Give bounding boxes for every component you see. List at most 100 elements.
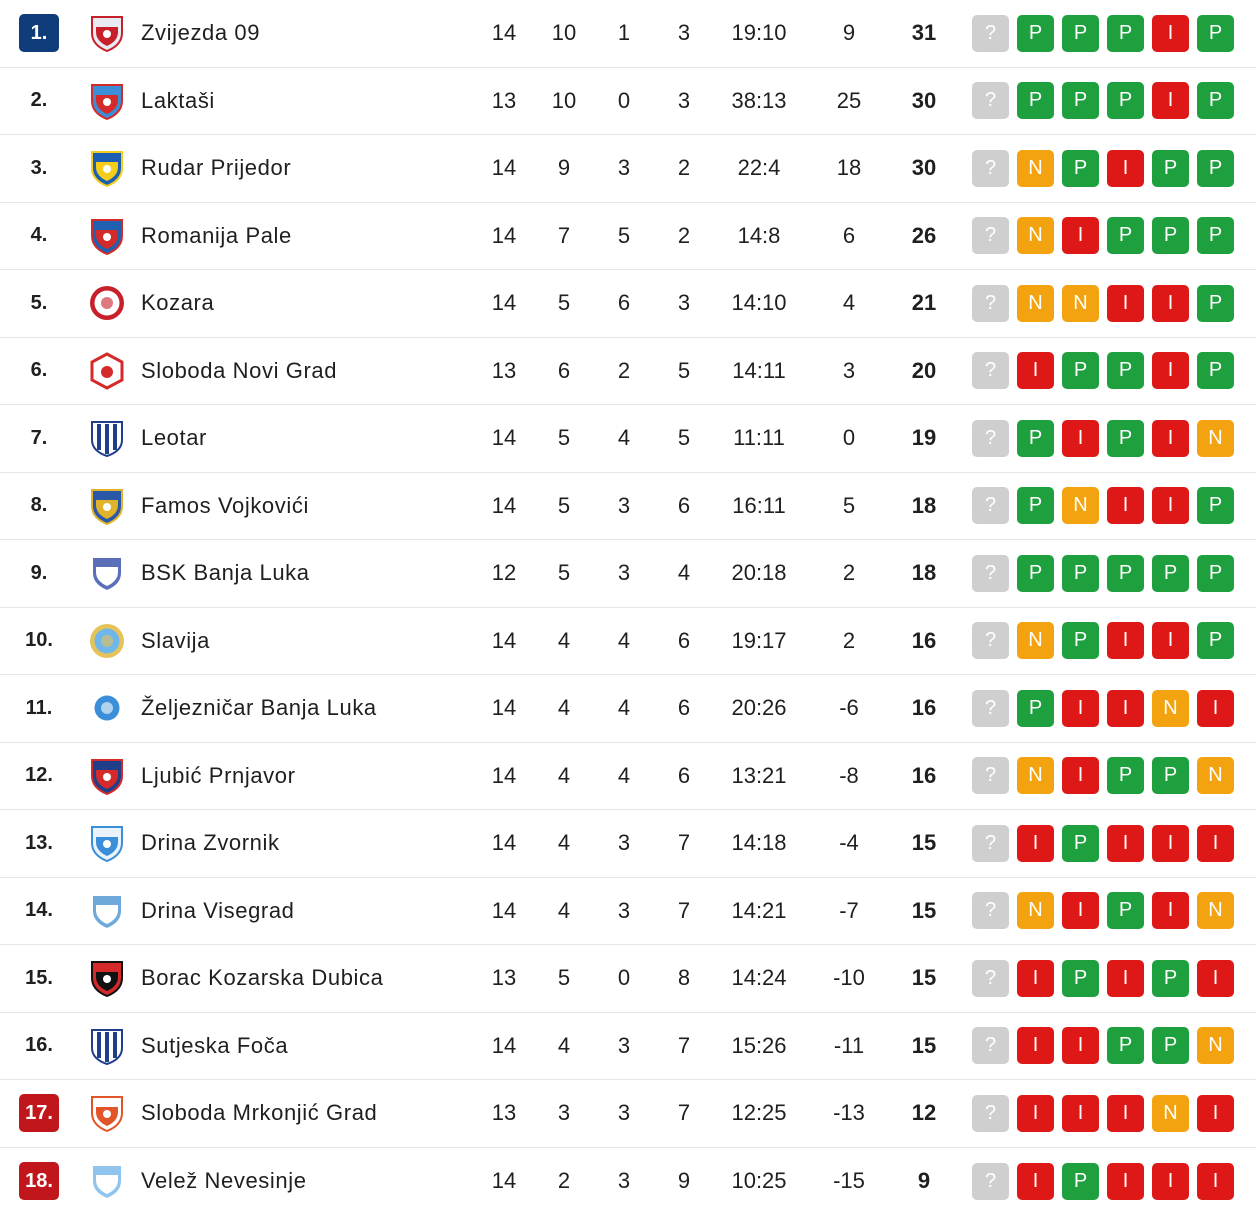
team-name-link[interactable]: Famos Vojkovići [141, 473, 471, 540]
form-badge[interactable]: P [1152, 960, 1189, 997]
form-badge[interactable]: I [1107, 1095, 1144, 1132]
form-badge[interactable]: P [1062, 352, 1099, 389]
form-badge[interactable]: P [1197, 555, 1234, 592]
team-crest-icon[interactable] [86, 810, 128, 877]
team-crest-icon[interactable] [86, 135, 128, 202]
form-badge[interactable]: N [1062, 285, 1099, 322]
form-badge[interactable]: P [1017, 420, 1054, 457]
form-badge[interactable]: P [1197, 352, 1234, 389]
form-badge[interactable]: P [1107, 82, 1144, 119]
next-match-badge[interactable]: ? [972, 1095, 1009, 1132]
form-badge[interactable]: P [1197, 217, 1234, 254]
form-badge[interactable]: P [1197, 622, 1234, 659]
form-badge[interactable]: P [1017, 487, 1054, 524]
team-name-link[interactable]: Sloboda Novi Grad [141, 338, 471, 405]
form-badge[interactable]: I [1107, 150, 1144, 187]
team-name-link[interactable]: Rudar Prijedor [141, 135, 471, 202]
form-badge[interactable]: P [1197, 150, 1234, 187]
next-match-badge[interactable]: ? [972, 622, 1009, 659]
form-badge[interactable]: P [1152, 555, 1189, 592]
team-name-link[interactable]: Sloboda Mrkonjić Grad [141, 1080, 471, 1147]
form-badge[interactable]: I [1062, 420, 1099, 457]
form-badge[interactable]: I [1152, 285, 1189, 322]
form-badge[interactable]: N [1017, 622, 1054, 659]
form-badge[interactable]: I [1017, 960, 1054, 997]
form-badge[interactable]: I [1062, 892, 1099, 929]
form-badge[interactable]: P [1107, 15, 1144, 52]
team-name-link[interactable]: Slavija [141, 608, 471, 675]
next-match-badge[interactable]: ? [972, 82, 1009, 119]
team-crest-icon[interactable] [86, 0, 128, 67]
form-badge[interactable]: P [1197, 82, 1234, 119]
form-badge[interactable]: P [1062, 960, 1099, 997]
team-crest-icon[interactable] [86, 68, 128, 135]
form-badge[interactable]: P [1062, 1163, 1099, 1200]
form-badge[interactable]: P [1197, 285, 1234, 322]
form-badge[interactable]: I [1017, 1163, 1054, 1200]
form-badge[interactable]: N [1017, 217, 1054, 254]
next-match-badge[interactable]: ? [972, 487, 1009, 524]
team-crest-icon[interactable] [86, 945, 128, 1012]
team-name-link[interactable]: Zvijezda 09 [141, 0, 471, 67]
form-badge[interactable]: I [1107, 622, 1144, 659]
team-crest-icon[interactable] [86, 675, 128, 742]
team-name-link[interactable]: Velež Nevesinje [141, 1148, 471, 1215]
team-crest-icon[interactable] [86, 1080, 128, 1147]
team-name-link[interactable]: Željezničar Banja Luka [141, 675, 471, 742]
next-match-badge[interactable]: ? [972, 1027, 1009, 1064]
form-badge[interactable]: P [1062, 555, 1099, 592]
next-match-badge[interactable]: ? [972, 555, 1009, 592]
form-badge[interactable]: I [1062, 217, 1099, 254]
team-name-link[interactable]: Drina Visegrad [141, 878, 471, 945]
team-name-link[interactable]: Ljubić Prnjavor [141, 743, 471, 810]
form-badge[interactable]: I [1152, 352, 1189, 389]
next-match-badge[interactable]: ? [972, 285, 1009, 322]
team-name-link[interactable]: BSK Banja Luka [141, 540, 471, 607]
form-badge[interactable]: I [1017, 1027, 1054, 1064]
form-badge[interactable]: P [1017, 555, 1054, 592]
form-badge[interactable]: P [1062, 622, 1099, 659]
form-badge[interactable]: I [1107, 1163, 1144, 1200]
form-badge[interactable]: P [1152, 757, 1189, 794]
next-match-badge[interactable]: ? [972, 690, 1009, 727]
form-badge[interactable]: I [1017, 825, 1054, 862]
form-badge[interactable]: I [1152, 82, 1189, 119]
team-name-link[interactable]: Kozara [141, 270, 471, 337]
team-crest-icon[interactable] [86, 270, 128, 337]
form-badge[interactable]: I [1197, 690, 1234, 727]
next-match-badge[interactable]: ? [972, 15, 1009, 52]
form-badge[interactable]: I [1107, 487, 1144, 524]
form-badge[interactable]: P [1197, 15, 1234, 52]
team-crest-icon[interactable] [86, 743, 128, 810]
form-badge[interactable]: P [1107, 1027, 1144, 1064]
team-name-link[interactable]: Romanija Pale [141, 203, 471, 270]
team-crest-icon[interactable] [86, 405, 128, 472]
form-badge[interactable]: P [1107, 892, 1144, 929]
form-badge[interactable]: I [1197, 960, 1234, 997]
form-badge[interactable]: N [1197, 757, 1234, 794]
form-badge[interactable]: I [1017, 1095, 1054, 1132]
form-badge[interactable]: N [1197, 892, 1234, 929]
form-badge[interactable]: I [1152, 892, 1189, 929]
team-crest-icon[interactable] [86, 1148, 128, 1215]
form-badge[interactable]: I [1197, 825, 1234, 862]
team-name-link[interactable]: Sutjeska Foča [141, 1013, 471, 1080]
form-badge[interactable]: P [1107, 757, 1144, 794]
form-badge[interactable]: P [1152, 1027, 1189, 1064]
form-badge[interactable]: N [1017, 150, 1054, 187]
form-badge[interactable]: I [1107, 690, 1144, 727]
form-badge[interactable]: I [1062, 1095, 1099, 1132]
form-badge[interactable]: P [1152, 217, 1189, 254]
form-badge[interactable]: P [1017, 82, 1054, 119]
team-crest-icon[interactable] [86, 338, 128, 405]
